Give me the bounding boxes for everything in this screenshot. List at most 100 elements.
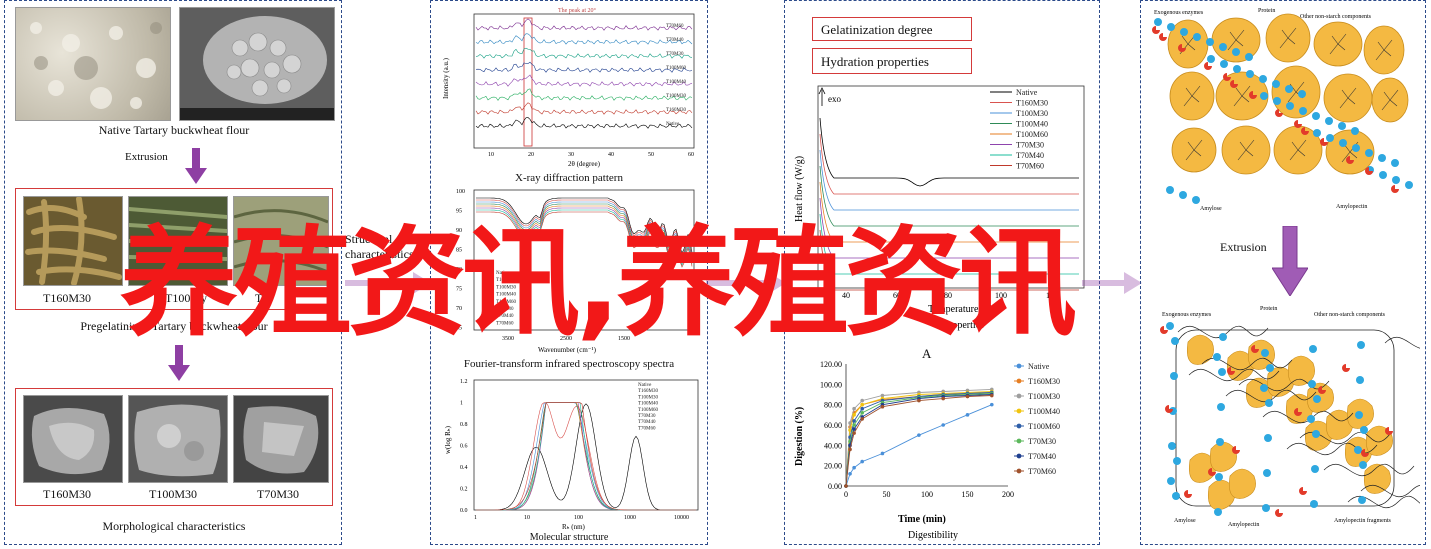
amylopectin-branch-12 (1289, 139, 1307, 161)
dsc-legend-T100M60: T100M60 (1016, 130, 1048, 139)
protein-dot-b-7 (1261, 349, 1269, 357)
bottom-other-label: Other non-starch components (1314, 312, 1386, 318)
noodle-texture-2 (129, 197, 227, 285)
xrd-series-Native (475, 117, 693, 129)
fragment-17 (1210, 441, 1237, 472)
pregel-flour-caption: Pregelatinized Tartary buckwheat flour (80, 319, 268, 333)
dig-xtick-150: 150 (962, 490, 974, 499)
sem-label-t100m30: T100M30 (149, 487, 197, 501)
protein-dot-b-35 (1173, 457, 1181, 465)
top-protein-label: Protein (1258, 8, 1275, 14)
dsc-xtick-40: 40 (842, 291, 850, 300)
panel-physicochemical (784, 0, 1100, 545)
dsc-x-ticks: 40 60 80 100 120 (842, 291, 1058, 300)
enzyme-icon-b-0 (1160, 326, 1168, 334)
ftir-series-T100M40 (476, 203, 693, 260)
protein-dot-b-18 (1310, 500, 1318, 508)
digestibility-x-axis-label: Time (min) (898, 514, 946, 525)
enzyme-icon-b-6 (1318, 386, 1326, 394)
protein-dot-b-5 (1167, 477, 1175, 485)
down-arrow-icon-3 (1272, 226, 1308, 296)
sample-photo-t70 (233, 196, 329, 286)
mw-legend-T100M30: T100M30 (638, 395, 659, 400)
dig-ytick-80.00: 80.00 (824, 401, 842, 410)
mw-ytick-0.6: 0.6 (460, 444, 468, 450)
protein-dot-b-2 (1260, 384, 1268, 392)
mw-legend-Native: Native (638, 383, 652, 388)
amylopectin-branch-8 (1339, 87, 1357, 109)
ftir-ytick-95: 95 (456, 209, 462, 215)
dig-point-T70M60-120 (941, 396, 945, 401)
sample-label-t100: T100My (165, 291, 207, 305)
dsc-xtick-80: 80 (944, 291, 952, 300)
xrd-legend-T70M60: T70M60 (666, 24, 684, 29)
protein-dot-b-34 (1360, 426, 1368, 434)
xrd-series-T70M40 (475, 33, 693, 45)
hydration-label: Hydration properties (821, 54, 929, 69)
xrd-peak-note: The peak at 20° (558, 7, 596, 14)
digestibility-chart: 120.00 100.00 80.00 60.00 40.00 20.00 0.000 50 1… (794, 360, 1060, 541)
ftir-ytick-85: 85 (456, 248, 462, 254)
protein-dot-2 (1260, 92, 1268, 100)
mw-y-axis-label: w(log Rₕ) (444, 425, 452, 454)
ftir-series-group (476, 197, 693, 268)
dig-ytick-120.00: 120.00 (820, 360, 842, 369)
watermark-text: 养殖资讯,养殖资讯 (120, 214, 1077, 352)
protein-dot-b-21 (1217, 403, 1225, 411)
thermal-caption: properties (944, 320, 984, 331)
mw-xtick-100: 100 (574, 515, 583, 521)
dsc-legend-Native: Native (1016, 88, 1038, 97)
protein-dot-b-8 (1308, 380, 1316, 388)
dig-xtick-0: 0 (844, 490, 848, 499)
mw-y-ticks: 1.2 1 0.8 0.6 0.4 0.2 0.0 (460, 379, 468, 514)
enzyme-icon-6 (1320, 138, 1328, 146)
dig-point-T70M60-180 (990, 393, 994, 398)
panel-structural (430, 0, 708, 545)
protein-dot-18 (1352, 144, 1360, 152)
dig-legend-marker-Native (1016, 363, 1022, 369)
dig-legend-marker-T70M30 (1016, 438, 1022, 444)
amylopectin-branch-4 (1375, 39, 1393, 61)
dig-point-T100M30-5 (848, 421, 852, 425)
mw-ytick-1: 1 (460, 401, 463, 407)
dig-legend-marker-T100M40 (1016, 408, 1022, 414)
dig-ytick-60.00: 60.00 (824, 421, 842, 430)
protein-dot-23 (1365, 149, 1373, 157)
xrd-peak-marker (523, 17, 533, 147)
top-amylose-label: Amylose (1200, 206, 1222, 212)
native-sem-photo (179, 7, 335, 121)
dig-series-T70M30 (845, 393, 992, 487)
ftir-legend-Native: Native (496, 271, 510, 276)
protein-dot-33 (1391, 159, 1399, 167)
protein-dot-b-23 (1311, 465, 1319, 473)
enzyme-icon-13 (1301, 127, 1309, 135)
dsc-legend-T70M40: T70M40 (1016, 151, 1044, 160)
dig-point-Native-10 (852, 465, 856, 470)
xrd-x-axis-label: 2θ (degree) (568, 160, 601, 168)
mw-series-T70M30 (476, 402, 696, 511)
digestibility-y-axis-label: Digestion (%) (794, 407, 805, 466)
enzyme-icon-b-10 (1342, 364, 1350, 372)
protein-dot-b-22 (1264, 434, 1272, 442)
dig-legend-marker-T70M40 (1016, 453, 1022, 459)
ftir-legend-T70M30: T70M30 (496, 307, 514, 312)
protein-dot-29 (1179, 191, 1187, 199)
dig-series-Native (845, 404, 992, 487)
enzyme-icon-b-3 (1361, 449, 1369, 457)
dig-point-T100M40-5 (848, 428, 852, 432)
mw-plot-frame (473, 379, 699, 511)
xrd-series-T70M60 (475, 18, 693, 31)
extruded-samples-box (15, 188, 333, 310)
sem-label-t160m30: T160M30 (43, 487, 91, 501)
dig-point-T100M60-20 (860, 406, 864, 411)
protein-dot-13 (1339, 139, 1347, 147)
enzyme-icon-9 (1275, 109, 1283, 117)
xrd-chart: The peak at 20° T70M60 T70M40 T70M30 T100M6… (442, 7, 695, 168)
sem-photo-t100m30 (128, 395, 228, 483)
ftir-y-ticks: 100 95 90 85 80 75 70 65 (456, 189, 465, 332)
mw-legend-T70M40: T70M40 (638, 420, 656, 425)
dig-series-T100M60 (845, 392, 992, 487)
gelatinization-label: Gelatinization degree (821, 22, 933, 37)
dig-point-Native-120 (941, 423, 945, 427)
